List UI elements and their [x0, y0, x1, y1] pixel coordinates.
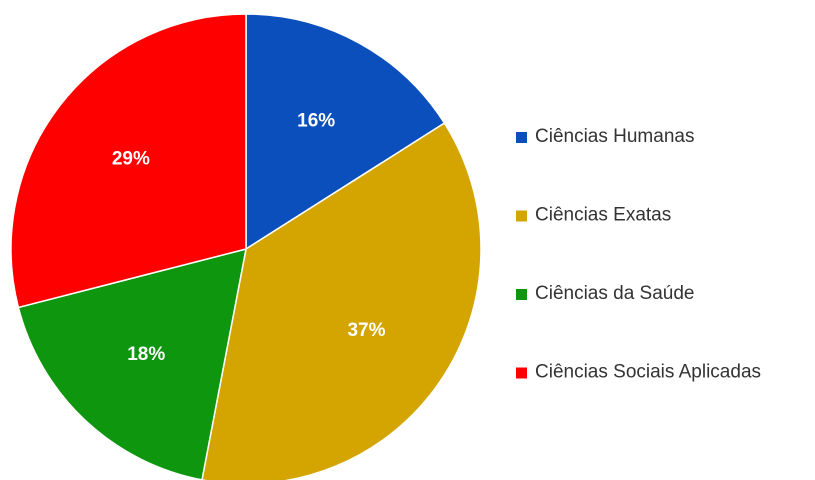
- pie-slice: [245, 13, 446, 251]
- legend-label: Ciências Exatas: [535, 205, 671, 226]
- slice-label: 37%: [347, 320, 385, 341]
- slice-label: 16%: [297, 110, 335, 131]
- pie-slice: [10, 13, 247, 309]
- slice-label: 18%: [127, 344, 165, 365]
- slice-label: 29%: [112, 149, 150, 170]
- legend-swatch: [516, 289, 527, 300]
- legend-swatch: [516, 210, 527, 222]
- legend-label: Ciências Humanas: [535, 126, 694, 147]
- legend-label: Ciências Sociais Aplicadas: [535, 362, 761, 383]
- pie-slice: [201, 122, 482, 480]
- legend-swatch: [516, 367, 527, 379]
- pie-slice: [17, 247, 247, 480]
- legend-swatch: [516, 132, 527, 143]
- legend-label: Ciências da Saúde: [535, 283, 695, 304]
